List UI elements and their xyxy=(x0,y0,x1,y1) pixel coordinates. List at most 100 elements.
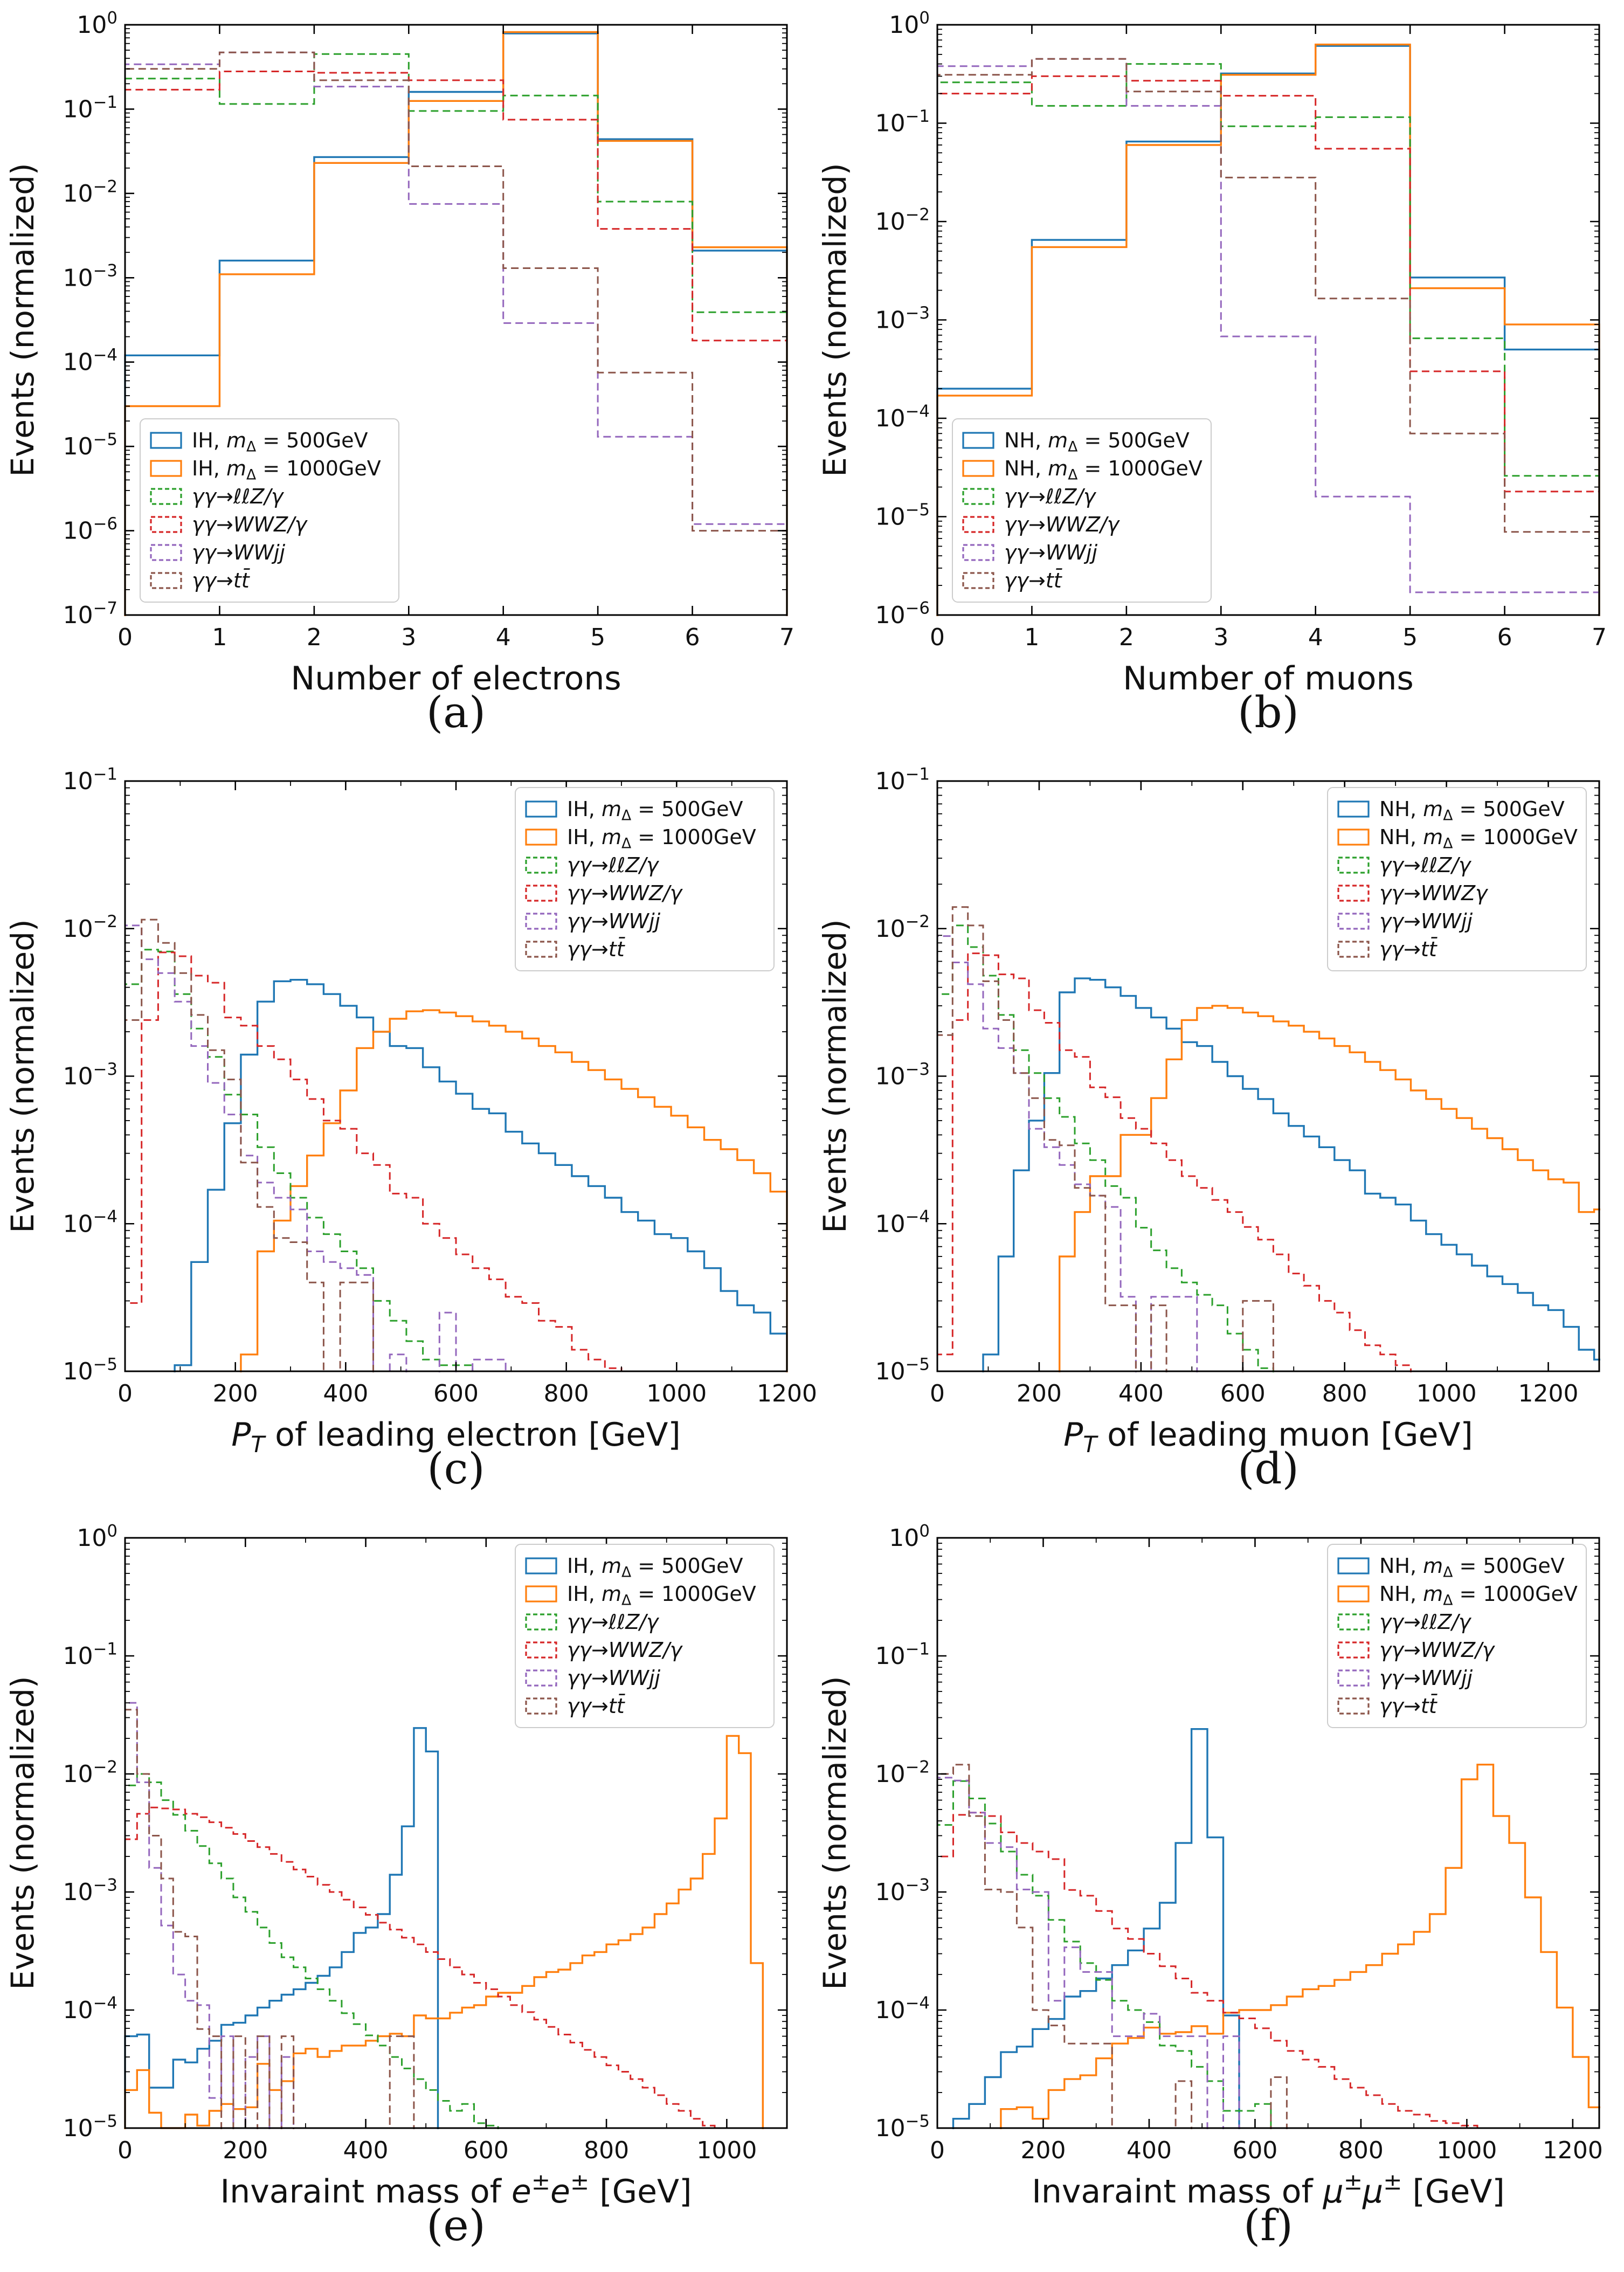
caption: (b) xyxy=(1238,687,1299,737)
legend-box xyxy=(140,418,399,603)
x-tick-label: 2 xyxy=(1119,624,1134,651)
series-green-dashed xyxy=(936,924,1274,1372)
legend-swatch-red xyxy=(525,1641,557,1659)
x-tick-label: 800 xyxy=(544,1380,589,1407)
legend-swatch-purple xyxy=(1337,1669,1370,1687)
x-tick-label: 400 xyxy=(1127,2137,1172,2164)
legend-label: γγ→WWjj xyxy=(1379,909,1473,933)
legend-swatch-brown xyxy=(962,572,994,589)
x-tick-label: 1000 xyxy=(1436,2137,1497,2164)
x-tick-label: 1000 xyxy=(1416,1380,1477,1407)
legend-swatch-red xyxy=(1337,885,1370,902)
legend-label: NH, mΔ = 1000GeV xyxy=(1379,1582,1578,1609)
x-axis-label: Invaraint mass of μ±μ± [GeV] xyxy=(1032,2169,1505,2211)
y-tick-label: 10−6 xyxy=(875,598,930,629)
legend-label: γγ→ℓℓZ/γ xyxy=(567,853,660,877)
legend-label: γγ→WWZ/γ xyxy=(567,881,683,905)
legend-swatch-red xyxy=(1337,1641,1370,1659)
legend-label: γγ→tt̄ xyxy=(1379,937,1438,961)
y-tick-label: 10−6 xyxy=(63,514,118,545)
series-blue-solid xyxy=(124,1727,439,2129)
legend-label: IH, mΔ = 500GeV xyxy=(567,797,743,824)
x-tick-label: 1200 xyxy=(757,1380,817,1407)
y-axis-label: Events (normalized) xyxy=(4,163,41,477)
y-tick-label: 10−1 xyxy=(875,764,930,795)
x-tick-label: 7 xyxy=(1592,624,1607,651)
legend-label: γγ→tt̄ xyxy=(1379,1694,1438,1718)
legend-swatch-blue xyxy=(525,800,557,818)
panel-b: 0 1 2 3 4 5 6 7 100 10−1 10−2 10−3 10−4 10−5 10−6 Numbe… xyxy=(817,8,1607,737)
legend-swatch-green xyxy=(1337,857,1370,874)
y-tick-label: 10−2 xyxy=(875,1757,930,1788)
legend-label: γγ→WWZγ xyxy=(1379,881,1489,905)
series-brown-dashed xyxy=(124,51,788,616)
legend-label: NH, mΔ = 1000GeV xyxy=(1004,457,1203,484)
y-tick-label: 10−1 xyxy=(63,1639,118,1670)
y-tick-label: 100 xyxy=(77,1521,118,1552)
caption: (a) xyxy=(426,687,486,737)
series-group xyxy=(124,1702,764,2129)
x-tick-label: 1 xyxy=(212,624,227,651)
y-tick-label: 10−4 xyxy=(875,1993,930,2024)
series-red-dashed xyxy=(936,75,1600,616)
legend-swatch-orange xyxy=(525,828,557,846)
legend-label: NH, mΔ = 500GeV xyxy=(1004,429,1190,455)
x-tick-label: 5 xyxy=(590,624,605,651)
legend-label: γγ→ℓℓZ/γ xyxy=(1004,485,1097,508)
x-tick-label: 1000 xyxy=(646,1380,707,1407)
legend-swatch-purple xyxy=(1337,913,1370,930)
legend-label: γγ→WWjj xyxy=(567,1666,661,1690)
x-axis-label: Invaraint mass of e±e± [GeV] xyxy=(220,2169,692,2211)
panel-d: 0 200 400 600 800 1000 1200 10−1 10−2 10−3 10−4 10−… xyxy=(817,764,1600,1494)
legend-label: NH, mΔ = 500GeV xyxy=(1379,797,1565,824)
x-tick-label: 600 xyxy=(433,1380,479,1407)
x-tick-label: 800 xyxy=(1338,2137,1384,2164)
x-tick-label: 200 xyxy=(223,2137,268,2164)
series-blue-solid xyxy=(952,1728,1240,2129)
x-tick-label: 600 xyxy=(464,2137,509,2164)
y-tick-label: 10−5 xyxy=(63,430,118,461)
panel-a: 0 1 2 3 4 5 6 7 100 10−1 10−2 10−3 10−4 10−5 10−6 10−7 N… xyxy=(4,8,794,737)
legend-swatch-brown xyxy=(150,572,182,589)
legend-label: IH, mΔ = 500GeV xyxy=(567,1554,743,1581)
legend-label: γγ→tt̄ xyxy=(567,937,626,961)
series-purple-dashed xyxy=(124,924,507,1372)
caption: (e) xyxy=(426,2200,486,2250)
y-tick-label: 10−4 xyxy=(875,1207,930,1238)
x-tick-label: 3 xyxy=(401,624,416,651)
legend-swatch-brown xyxy=(525,1697,557,1715)
x-tick-label: 600 xyxy=(1220,1380,1266,1407)
series-orange-solid xyxy=(1000,1764,1600,2129)
legend-box xyxy=(515,787,775,971)
panel-c: 0 200 400 600 800 1000 1200 10−1 10−2 10−3 10−4 10−… xyxy=(4,764,817,1494)
legend-label: γγ→WWZ/γ xyxy=(567,1638,683,1662)
x-tick-label: 0 xyxy=(930,624,945,651)
x-tick-label: 0 xyxy=(118,624,133,651)
x-axis-label: PT of leading electron [GeV] xyxy=(231,1416,681,1458)
y-tick-label: 10−5 xyxy=(875,2111,930,2142)
legend-swatch-blue xyxy=(150,432,182,449)
x-tick-label: 400 xyxy=(343,2137,389,2164)
y-tick-label: 100 xyxy=(889,8,930,39)
legend-box xyxy=(515,1544,775,1728)
x-tick-label: 3 xyxy=(1213,624,1228,651)
legend-swatch-purple xyxy=(525,1669,557,1687)
x-tick-label: 800 xyxy=(1322,1380,1367,1407)
y-tick-label: 10−3 xyxy=(63,1060,118,1090)
caption: (f) xyxy=(1243,2200,1293,2250)
y-tick-label: 10−2 xyxy=(63,1757,118,1788)
legend-label: γγ→ℓℓZ/γ xyxy=(192,485,285,508)
legend-label: NH, mΔ = 500GeV xyxy=(1379,1554,1565,1581)
legend-swatch-brown xyxy=(1337,1697,1370,1715)
legend-swatch-green xyxy=(1337,1613,1370,1631)
y-tick-label: 10−2 xyxy=(63,912,118,943)
x-axis-label: Number of electrons xyxy=(291,660,621,698)
x-tick-label: 0 xyxy=(930,1380,945,1407)
x-tick-label: 1 xyxy=(1024,624,1039,651)
series-brown-dashed xyxy=(936,1764,1288,2129)
y-axis-label: Events (normalized) xyxy=(4,1676,41,1990)
